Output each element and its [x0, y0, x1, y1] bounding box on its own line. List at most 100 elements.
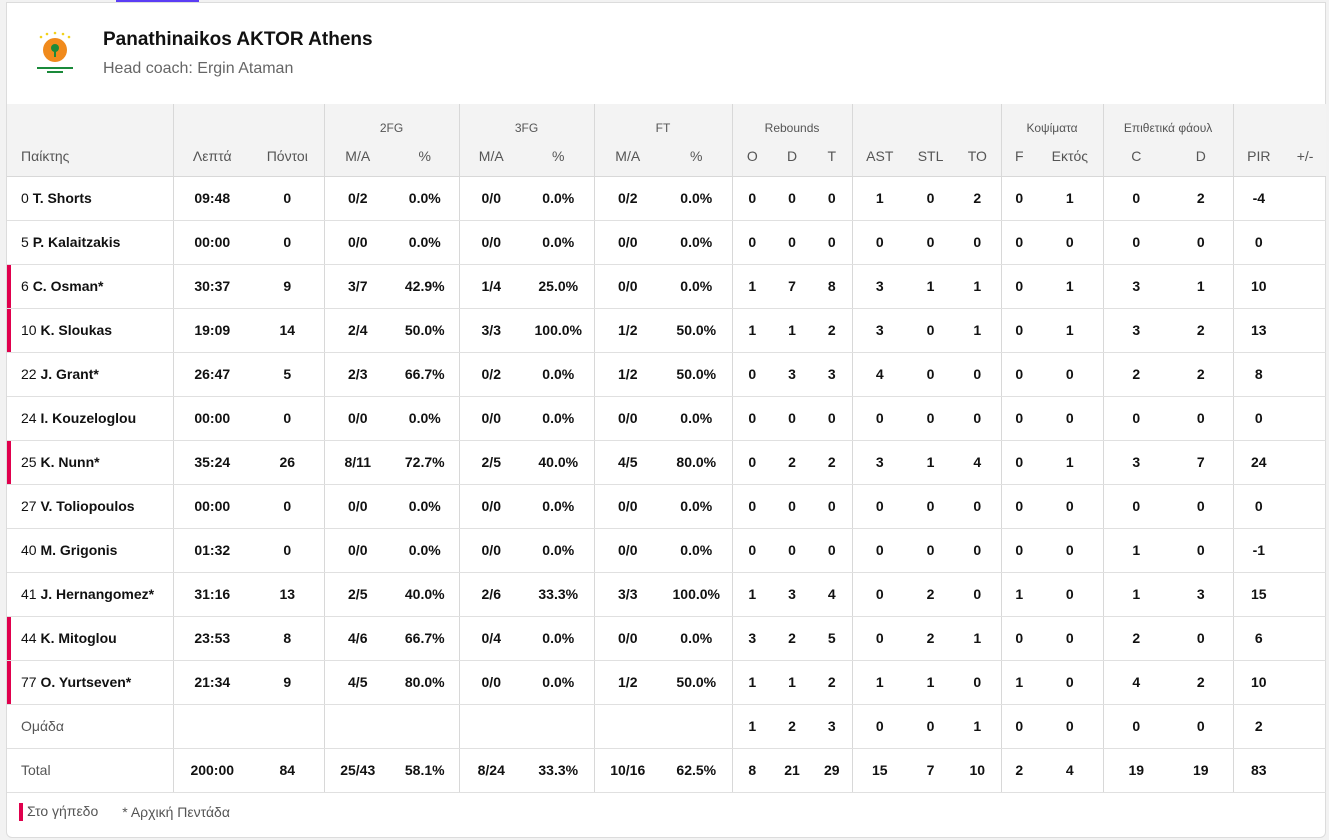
- column-header-14[interactable]: TO: [954, 137, 1002, 177]
- stat-pir: 8: [1232, 352, 1285, 397]
- stat-ma: 0/0: [593, 484, 661, 529]
- stat-d: 0: [1169, 616, 1234, 661]
- column-header-16[interactable]: Εκτός: [1037, 137, 1104, 177]
- stat-ma: 0/0: [593, 220, 661, 265]
- stat-c: 3: [1102, 264, 1170, 309]
- stat-pir: 0: [1232, 220, 1285, 265]
- player-cell[interactable]: 77 O. Yurtseven*: [7, 660, 173, 705]
- stat-d: 0: [772, 484, 813, 529]
- group-ft: FT: [593, 104, 733, 137]
- player-name[interactable]: O. Yurtseven*: [40, 674, 132, 690]
- player-cell[interactable]: 44 K. Mitoglou: [7, 616, 173, 661]
- column-header-15[interactable]: F: [1000, 137, 1038, 177]
- stat-d: 19: [1169, 748, 1234, 793]
- player-cell[interactable]: 6 C. Osman*: [7, 264, 173, 309]
- stat-ma: 4/6: [323, 616, 391, 661]
- column-header-18[interactable]: D: [1169, 137, 1234, 177]
- player-cell[interactable]: 25 K. Nunn*: [7, 440, 173, 485]
- column-header-20[interactable]: +/-: [1284, 137, 1327, 177]
- column-header-6[interactable]: %: [523, 137, 594, 177]
- column-header-13[interactable]: STL: [907, 137, 955, 177]
- player-name[interactable]: T. Shorts: [32, 190, 92, 206]
- column-header-19[interactable]: PIR: [1232, 137, 1285, 177]
- stat-: 0: [1037, 528, 1104, 573]
- stat-stl: 0: [907, 352, 955, 397]
- player-cell[interactable]: 41 J. Hernangomez*: [7, 572, 173, 617]
- stat-: 23:53: [172, 616, 251, 661]
- stat-ma: 3/7: [323, 264, 391, 309]
- player-name[interactable]: C. Osman*: [32, 278, 104, 294]
- player-name[interactable]: P. Kalaitzakis: [32, 234, 121, 250]
- legend-oncourt-label: Στο γήπεδο: [27, 803, 99, 819]
- stat-pir: 0: [1232, 396, 1285, 441]
- player-cell[interactable]: 40 M. Grigonis: [7, 528, 173, 573]
- stat-ma: 8/24: [458, 748, 523, 793]
- stat-: 00:00: [172, 220, 251, 265]
- player-cell[interactable]: 10 K. Sloukas: [7, 308, 173, 353]
- column-header-7[interactable]: M/A: [593, 137, 661, 177]
- column-header-8[interactable]: %: [661, 137, 733, 177]
- stat-: 25.0%: [523, 264, 594, 309]
- stat-f: 0: [1000, 704, 1038, 749]
- stat-ma: 1/2: [593, 352, 661, 397]
- column-header-9[interactable]: O: [731, 137, 773, 177]
- column-header-3[interactable]: M/A: [323, 137, 391, 177]
- column-header-4[interactable]: %: [391, 137, 459, 177]
- column-header-0[interactable]: Παίκτης: [7, 137, 173, 177]
- stat-: 42.9%: [391, 264, 459, 309]
- player-name[interactable]: I. Kouzeloglou: [40, 410, 137, 426]
- player-name[interactable]: J. Hernangomez*: [40, 586, 155, 602]
- player-name[interactable]: K. Nunn*: [40, 454, 100, 470]
- stat-ma: 0/2: [593, 176, 661, 221]
- player-number: 5: [21, 234, 33, 250]
- player-cell[interactable]: 22 J. Grant*: [7, 352, 173, 397]
- stat-to: 0: [954, 528, 1002, 573]
- stat-o: 1: [731, 264, 773, 309]
- stat-c: 19: [1102, 748, 1170, 793]
- stat-: [1284, 748, 1327, 793]
- stat-f: 0: [1000, 220, 1038, 265]
- stat-: 72.7%: [391, 440, 459, 485]
- column-header-2[interactable]: Πόντοι: [251, 137, 324, 177]
- player-cell[interactable]: 27 V. Toliopoulos: [7, 484, 173, 529]
- stat-ma: 2/3: [323, 352, 391, 397]
- column-header-12[interactable]: AST: [851, 137, 908, 177]
- stat-: 13: [251, 572, 324, 617]
- stat-: 0.0%: [523, 528, 594, 573]
- stat-stl: 0: [907, 220, 955, 265]
- stat-stl: 2: [907, 616, 955, 661]
- stat-ast: 0: [851, 572, 908, 617]
- stat-f: 0: [1000, 396, 1038, 441]
- stat-ma: 0/2: [323, 176, 391, 221]
- stat-pir: -1: [1232, 528, 1285, 573]
- stat-c: 2: [1102, 616, 1170, 661]
- player-name[interactable]: V. Toliopoulos: [40, 498, 135, 514]
- stat-d: 0: [772, 176, 813, 221]
- stat-ast: 15: [851, 748, 908, 793]
- player-name[interactable]: J. Grant*: [40, 366, 99, 382]
- stat-d: 2: [1169, 352, 1234, 397]
- stat-pir: 83: [1232, 748, 1285, 793]
- player-cell[interactable]: 24 I. Kouzeloglou: [7, 396, 173, 441]
- column-header-10[interactable]: D: [772, 137, 813, 177]
- column-header-11[interactable]: T: [812, 137, 853, 177]
- stat-: 09:48: [172, 176, 251, 221]
- player-name[interactable]: K. Sloukas: [40, 322, 113, 338]
- player-name[interactable]: M. Grigonis: [40, 542, 118, 558]
- stat-c: 0: [1102, 176, 1170, 221]
- player-cell[interactable]: 0 T. Shorts: [7, 176, 173, 221]
- column-header-17[interactable]: C: [1102, 137, 1170, 177]
- stat-o: 0: [731, 396, 773, 441]
- stat-to: 0: [954, 572, 1002, 617]
- stat-f: 0: [1000, 528, 1038, 573]
- player-number: 77: [21, 674, 41, 690]
- stat-d: 3: [1169, 572, 1234, 617]
- column-header-1[interactable]: Λεπτά: [172, 137, 251, 177]
- stat-stl: 0: [907, 704, 955, 749]
- player-row: 6 C. Osman* 30:37 9 3/7 42.9% 1/4 25.0% 0/0 0.0%…: [7, 264, 1327, 309]
- stat-pir: 24: [1232, 440, 1285, 485]
- column-header-5[interactable]: M/A: [458, 137, 523, 177]
- player-cell[interactable]: 5 P. Kalaitzakis: [7, 220, 173, 265]
- player-name[interactable]: K. Mitoglou: [40, 630, 117, 646]
- stat-ma: 25/43: [323, 748, 391, 793]
